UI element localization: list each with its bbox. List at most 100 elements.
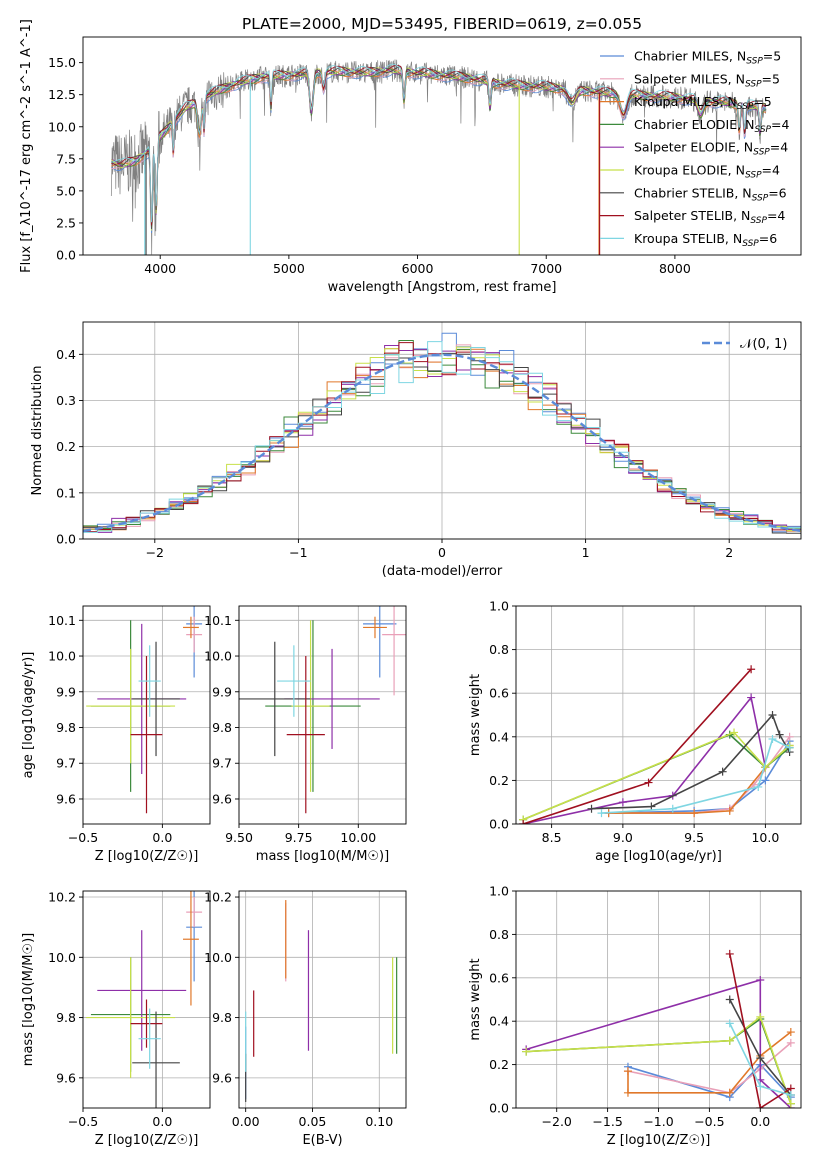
y-tick-label: 9.6 — [56, 1070, 76, 1085]
x-tick-label: 8.5 — [542, 830, 562, 845]
axes-frame — [82, 36, 802, 256]
marker-kroupa_miles — [725, 1088, 734, 1097]
panel-mass_vs_Z: −0.5 0.0 9.6 9.8 10.0 10.2 Z [log10(Z/Z☉)] mass… — [21, 890, 211, 1148]
y-axis-label: Normed distribution — [30, 366, 45, 496]
panel-mass_weight_vs_Z: −2.0 −1.5 −1.0 −0.5 0.0 0.0 0.2 0.4 0.6 0.8 1.0 Z [… — [468, 884, 802, 1148]
x-tick-label: −0.5 — [68, 1114, 98, 1129]
plot-area — [110, 59, 767, 255]
legend-label-kroupa_miles: Kroupa MILES, NSSP=5 — [634, 94, 772, 112]
x-tick-label: −1 — [289, 545, 307, 560]
legend-label-kroupa_elodie: Kroupa ELODIE, NSSP=4 — [634, 163, 780, 181]
x-tick-label: 9.50 — [225, 830, 253, 845]
panel-age_vs_mass: 9.50 9.75 10.00 9.6 9.7 9.8 9.9 10.0 10.1 mass [l… — [204, 605, 407, 864]
y-tick-label: 0.6 — [489, 970, 509, 985]
y-tick-label: 0.0 — [489, 817, 509, 832]
y-tick-label: 9.8 — [212, 1010, 232, 1025]
panel-mass_weight_vs_age: 8.5 9.0 9.5 10.0 0.0 0.2 0.4 0.6 0.8 1.0 age [log1… — [468, 599, 802, 864]
y-tick-label: 0.0 — [56, 248, 76, 263]
axes-frame — [238, 605, 407, 825]
panel-age_vs_Z: −0.5 0.0 9.6 9.7 9.8 9.9 10.0 10.1 Z [log10(Z/Z☉… — [21, 605, 211, 864]
y-tick-label: 10.1 — [48, 613, 76, 628]
axes-frame — [82, 890, 211, 1109]
y-tick-label: 10.2 — [204, 890, 232, 905]
marker-kroupa_miles — [623, 1088, 632, 1097]
y-tick-label: 0.4 — [56, 347, 76, 362]
marker-kroupa_miles — [725, 806, 734, 815]
y-tick-label: 9.8 — [56, 720, 76, 735]
marker-chabrier_stelib — [756, 1054, 765, 1063]
model-spectrum-chabrier_stelib — [111, 66, 767, 230]
marker-kroupa_stelib — [597, 809, 606, 818]
marker-chabrier_miles — [761, 776, 770, 785]
chart-title: PLATE=2000, MJD=53495, FIBERID=0619, z=0… — [242, 15, 642, 33]
marker-kroupa_elodie — [730, 728, 739, 737]
x-tick-label: 10.0 — [751, 830, 779, 845]
x-tick-label: 0.05 — [299, 1114, 327, 1129]
marker-kroupa_miles — [623, 1067, 632, 1076]
y-tick-label: 0.2 — [56, 439, 76, 454]
y-tick-label: 0.4 — [489, 729, 509, 744]
x-tick-label: 4000 — [144, 261, 176, 276]
x-axis-label: E(B-V) — [302, 1133, 342, 1148]
x-tick-label: 5000 — [273, 261, 305, 276]
panel-mass_vs_ebv: 0.00 0.05 0.10 9.6 9.8 10.0 10.2 E(B-V) — [204, 890, 407, 1148]
legend-label-chabrier_miles: Chabrier MILES, NSSP=5 — [634, 49, 781, 67]
legend-label-normal: 𝒩(0, 1) — [740, 337, 787, 352]
marker-salpeter_elodie — [747, 693, 756, 702]
histogram-kroupa_stelib — [83, 341, 801, 539]
marker-chabrier_stelib — [718, 767, 727, 776]
y-tick-label: 9.7 — [56, 756, 76, 771]
y-tick-label: 15.0 — [48, 55, 76, 70]
spectrum-legend: Chabrier MILES, NSSP=5 Salpeter MILES, NS… — [600, 49, 789, 249]
y-axis-label: mass weight — [468, 958, 483, 1040]
y-tick-label: 0.8 — [489, 642, 509, 657]
y-tick-label: 5.0 — [56, 183, 76, 198]
marker-salpeter_stelib — [519, 820, 528, 824]
y-tick-label: 0.3 — [56, 393, 76, 408]
y-tick-label: 0.0 — [56, 532, 76, 547]
series-line-salpeter_elodie — [525, 978, 792, 1108]
y-tick-label: 0.8 — [489, 927, 509, 942]
x-tick-label: 9.5 — [684, 830, 704, 845]
y-tick-label: 1.0 — [489, 884, 509, 899]
marker-salpeter_elodie — [618, 798, 627, 807]
model-spectrum-salpeter_miles — [111, 69, 767, 230]
plot-area — [519, 665, 794, 824]
x-tick-label: 9.75 — [285, 830, 313, 845]
x-tick-label: 1 — [582, 545, 590, 560]
x-tick-label: 10.00 — [340, 830, 376, 845]
y-tick-label: 0.2 — [489, 1057, 509, 1072]
marker-kroupa_elodie — [756, 1012, 765, 1021]
x-tick-label: 2 — [725, 545, 733, 560]
model-spectrum-kroupa_stelib — [111, 63, 767, 223]
y-tick-label: 1.0 — [489, 599, 509, 614]
y-tick-label: 0.6 — [489, 686, 509, 701]
marker-kroupa_stelib — [786, 1090, 795, 1099]
legend-label-salpeter_elodie: Salpeter ELODIE, NSSP=4 — [634, 140, 788, 158]
marker-salpeter_miles — [786, 1038, 795, 1047]
marker-kroupa_miles — [690, 809, 699, 818]
axes-frame — [82, 605, 211, 825]
y-tick-label: 10.2 — [48, 890, 76, 905]
y-axis-label: Flux [f_λ10^-17 erg cm^-2 s^-1 A^-1] — [19, 19, 34, 273]
y-tick-label: 9.6 — [212, 1070, 232, 1085]
x-tick-label: 0.00 — [232, 1114, 260, 1129]
x-axis-label: Z [log10(Z/Z☉)] — [95, 849, 199, 864]
axes-frame — [515, 605, 802, 825]
x-tick-label: 0.10 — [365, 1114, 393, 1129]
x-tick-label: 6000 — [402, 261, 434, 276]
y-tick-label: 0.1 — [56, 485, 76, 500]
marker-kroupa_stelib — [785, 743, 794, 752]
y-tick-label: 10.0 — [48, 119, 76, 134]
x-tick-label: 0 — [438, 545, 446, 560]
y-tick-label: 9.6 — [56, 791, 76, 806]
x-tick-label: 0.0 — [152, 1114, 172, 1129]
y-axis-label: age [log10(age/yr)] — [21, 652, 36, 779]
plot-area — [86, 891, 203, 1108]
model-spectrum-chabrier_elodie — [111, 67, 767, 228]
y-tick-label: 2.5 — [56, 215, 76, 230]
marker-salpeter_elodie — [756, 975, 765, 984]
series-line-salpeter_miles — [627, 1042, 792, 1094]
marker-kroupa_miles — [786, 1028, 795, 1037]
